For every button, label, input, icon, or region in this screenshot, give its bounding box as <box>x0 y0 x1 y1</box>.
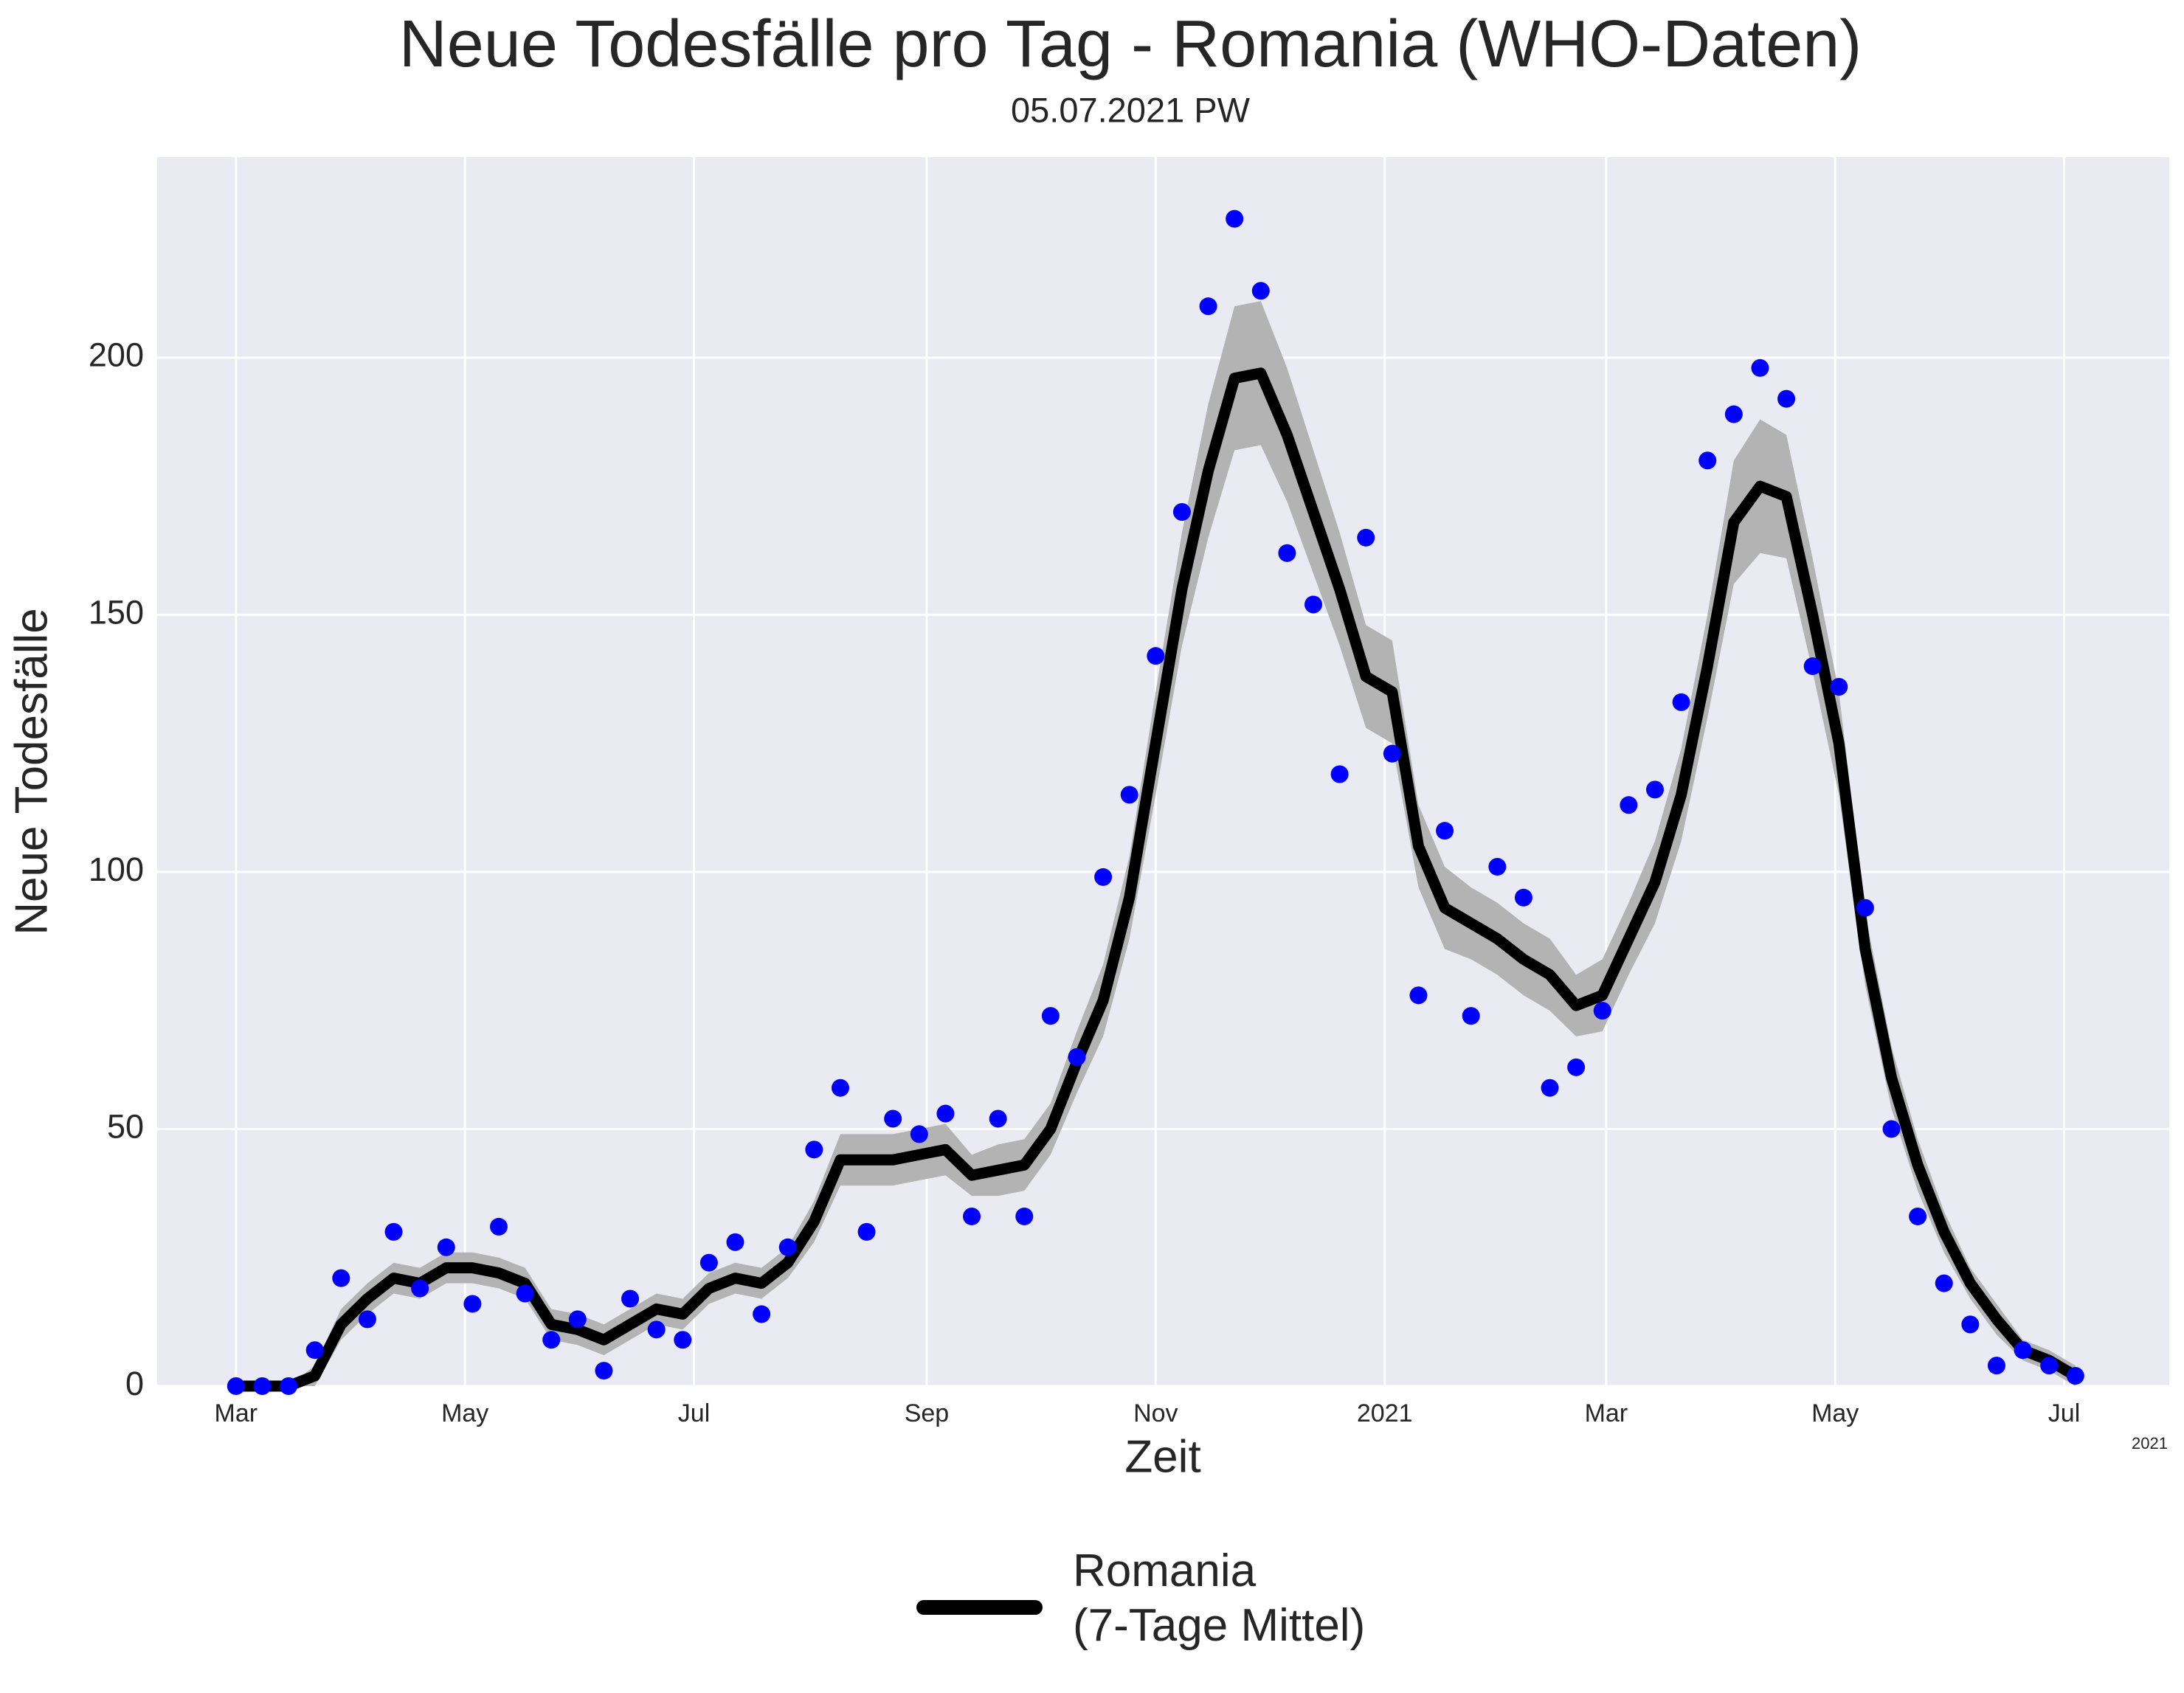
data-point <box>411 1279 429 1298</box>
data-point <box>1041 1007 1060 1025</box>
data-point <box>568 1310 587 1329</box>
data-point <box>1436 822 1454 840</box>
y-tick-label: 0 <box>125 1365 144 1402</box>
data-point <box>936 1104 955 1123</box>
data-point <box>1987 1357 2005 1375</box>
data-point <box>1304 595 1323 614</box>
chart-subtitle: 05.07.2021 PW <box>1011 90 1251 129</box>
x-offset-label: 2021 <box>2132 1434 2168 1453</box>
data-point <box>726 1233 744 1251</box>
data-point <box>1567 1058 1586 1076</box>
data-point <box>1147 647 1165 665</box>
x-tick-label: Mar <box>215 1399 258 1427</box>
data-point <box>621 1289 640 1308</box>
x-tick-label: Jul <box>678 1399 710 1427</box>
data-point <box>1514 888 1532 907</box>
data-point <box>1856 899 1874 917</box>
data-point <box>253 1377 272 1395</box>
legend-label: Romania (7-Tage Mittel) <box>1073 1545 1366 1651</box>
data-point <box>674 1331 692 1349</box>
data-point <box>1251 282 1270 300</box>
data-point <box>2014 1341 2032 1360</box>
data-point <box>542 1331 561 1349</box>
data-point <box>227 1377 245 1395</box>
data-point <box>884 1109 902 1128</box>
data-point <box>1699 451 1717 470</box>
data-point <box>1015 1207 1034 1225</box>
data-point <box>1882 1120 1901 1138</box>
data-point <box>831 1079 849 1097</box>
data-point <box>489 1217 508 1236</box>
chart-title: Neue Todesfälle pro Tag - Romania (WHO-D… <box>399 7 1862 81</box>
data-point <box>463 1295 482 1313</box>
data-point <box>1620 796 1638 814</box>
data-point <box>1488 857 1507 876</box>
data-point <box>358 1310 376 1329</box>
y-tick-label: 150 <box>89 593 144 631</box>
data-point <box>989 1109 1007 1128</box>
data-point <box>332 1269 350 1287</box>
data-point <box>1330 765 1349 783</box>
data-point <box>1120 786 1138 804</box>
data-point <box>1094 868 1113 886</box>
data-point <box>516 1284 534 1303</box>
data-point <box>699 1253 718 1272</box>
data-point <box>1751 359 1769 377</box>
y-tick-label: 200 <box>89 336 144 374</box>
x-tick-label: Sep <box>905 1399 950 1427</box>
x-tick-label: May <box>441 1399 488 1427</box>
data-point <box>1672 693 1690 711</box>
data-point <box>280 1377 298 1395</box>
data-point <box>1199 297 1217 316</box>
data-point <box>1357 528 1375 547</box>
data-point <box>1226 210 1244 228</box>
data-point <box>1278 544 1296 562</box>
x-tick-label: May <box>1811 1399 1859 1427</box>
data-point <box>910 1125 928 1143</box>
data-point <box>647 1320 666 1339</box>
data-point <box>384 1222 403 1241</box>
x-tick-label: Mar <box>1585 1399 1628 1427</box>
x-tick-label: Jul <box>2048 1399 2080 1427</box>
x-axis-label: Zeit <box>1124 1431 1200 1482</box>
data-point <box>305 1341 324 1360</box>
data-point <box>1593 1002 1611 1020</box>
data-point <box>2040 1357 2059 1375</box>
data-point <box>1172 502 1191 521</box>
x-tick-label: 2021 <box>1357 1399 1413 1427</box>
data-point <box>857 1222 876 1241</box>
data-point <box>1961 1315 1980 1334</box>
line <box>230 367 2081 1392</box>
y-axis-label: Neue Todesfälle <box>6 608 57 935</box>
data-point <box>1803 657 1822 676</box>
y-tick-label: 100 <box>89 851 144 888</box>
data-point <box>2066 1367 2084 1385</box>
data-point <box>1383 744 1401 763</box>
data-point <box>1935 1274 1953 1292</box>
data-point <box>778 1238 797 1256</box>
y-tick-label: 50 <box>107 1107 144 1145</box>
x-tick-label: Nov <box>1133 1399 1178 1427</box>
data-point <box>1409 986 1428 1005</box>
data-point <box>963 1207 981 1225</box>
data-point <box>1909 1207 1927 1225</box>
data-point <box>1068 1048 1086 1066</box>
data-point <box>1541 1079 1559 1097</box>
data-point <box>1830 677 1848 696</box>
data-point <box>805 1140 823 1159</box>
data-point <box>753 1305 771 1323</box>
data-point <box>437 1238 455 1256</box>
data-point <box>595 1362 613 1380</box>
data-point <box>1724 405 1743 423</box>
data-point <box>1462 1007 1480 1025</box>
plot-background <box>157 157 2169 1386</box>
data-point <box>1777 390 1796 408</box>
data-point <box>1645 780 1664 799</box>
